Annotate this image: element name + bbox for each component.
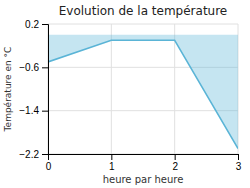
x-tick-mark: [238, 154, 239, 160]
y-tick-label: 0.2: [25, 19, 39, 30]
grid-line-y: [48, 24, 238, 25]
x-tick: 2: [172, 154, 178, 172]
y-tick-mark: [42, 67, 48, 68]
x-tick-mark: [111, 154, 112, 160]
x-axis-title: heure par heure: [103, 174, 184, 185]
y-tick-label: −1.4: [19, 105, 39, 116]
y-tick: −0.6: [19, 62, 48, 73]
marks: [48, 35, 238, 149]
x-tick-label: 1: [109, 161, 115, 172]
x-axis: 0 1 2 3: [46, 154, 242, 172]
x-tick-label: 3: [236, 161, 242, 172]
line: [48, 40, 238, 148]
y-axis-title: Température en °C: [3, 47, 13, 133]
y-tick: 0.2: [25, 19, 48, 30]
y-tick: −1.4: [19, 105, 48, 116]
y-axis: 0.2 −0.6 −1.4 −2.2: [19, 19, 48, 160]
x-axis-line: [49, 155, 239, 161]
x-tick: 0: [46, 154, 52, 172]
y-axis-line: [42, 25, 49, 155]
y-tick-mark: [42, 111, 48, 112]
x-tick-mark: [175, 154, 176, 160]
grid-line-x: [111, 24, 112, 154]
grid-line-x: [174, 24, 175, 154]
area: [48, 35, 238, 149]
grid-line-y: [48, 110, 238, 111]
y-tick-mark: [42, 154, 48, 155]
y-tick: −2.2: [19, 149, 48, 160]
x-tick-label: 0: [46, 161, 52, 172]
y-tick-mark: [42, 24, 48, 25]
title: Evolution de la température: [59, 4, 228, 18]
chart-container: 0 1 2 3 0.2 −0.6 −1.4 −2.2 Evolution de la tempé…: [0, 0, 250, 188]
plot-area: 0 1 2 3 0.2 −0.6 −1.4 −2.2: [19, 19, 241, 172]
chart-svg: 0 1 2 3 0.2 −0.6 −1.4 −2.2 Evolution de la tempé…: [0, 0, 250, 188]
y-tick-label: −2.2: [19, 149, 39, 160]
x-tick-label: 2: [172, 161, 178, 172]
y-tick-label: −0.6: [19, 62, 39, 73]
x-tick: 3: [236, 154, 242, 172]
grid: [48, 24, 238, 154]
x-tick: 1: [109, 154, 115, 172]
